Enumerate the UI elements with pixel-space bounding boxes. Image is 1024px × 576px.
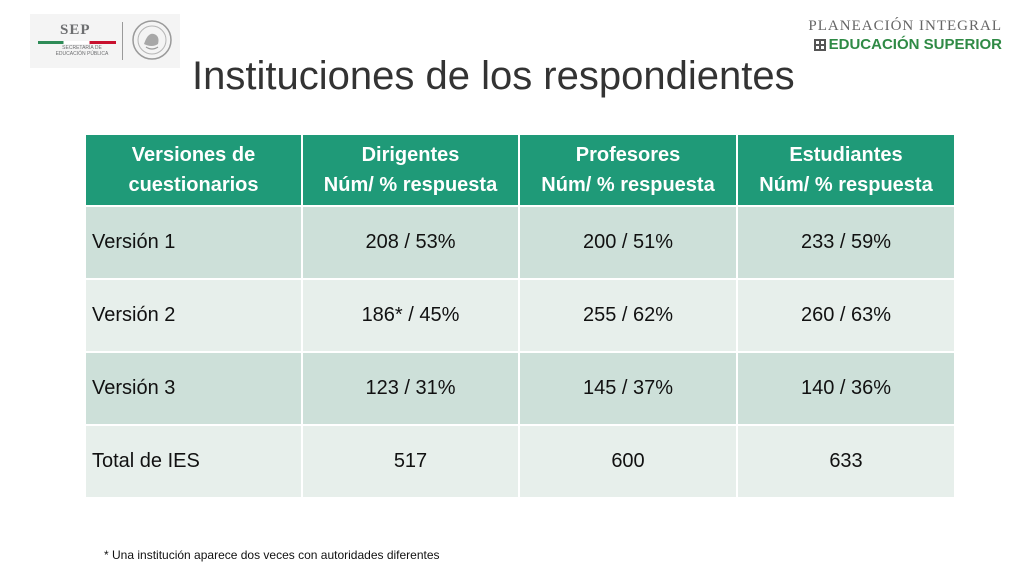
table-header-row: Versiones de cuestionarios Dirigentes Nú…: [84, 133, 956, 207]
slide-title: Instituciones de los respondientes: [192, 54, 795, 98]
table-cell-estudiantes: 260 / 63%: [736, 278, 956, 353]
column-header-profesores: Profesores Núm/ % respuesta: [518, 133, 738, 207]
column-header-versions: Versiones de cuestionarios: [84, 133, 303, 207]
table-cell-version: Versión 2: [84, 278, 303, 353]
column-header-line1: Versiones de: [131, 144, 256, 166]
table-cell-dirigentes: 123 / 31%: [301, 351, 520, 426]
column-header-line2: cuestionarios: [128, 174, 259, 196]
sep-logo: SEP SECRETARÍA DE EDUCACIÓN PÚBLICA: [30, 14, 180, 68]
sep-logo-subtitle: SECRETARÍA DE EDUCACIÓN PÚBLICA: [48, 45, 116, 57]
sep-subtitle-line1: SECRETARÍA DE: [62, 45, 102, 51]
planeacion-logo-line1: PLANEACIÓN INTEGRAL: [808, 18, 1002, 34]
sep-logo-divider: [122, 22, 123, 60]
table-cell-profesores: 200 / 51%: [518, 205, 738, 280]
column-header-line2: Núm/ % respuesta: [323, 174, 498, 196]
column-header-dirigentes: Dirigentes Núm/ % respuesta: [301, 133, 520, 207]
column-header-line2: Núm/ % respuesta: [759, 174, 933, 196]
table-row-total: Total de IES 517 600 633: [84, 424, 956, 499]
table-cell-dirigentes: 186* / 45%: [301, 278, 520, 353]
table-row: Versión 2 186* / 45% 255 / 62% 260 / 63%: [84, 278, 956, 353]
table-cell-estudiantes: 140 / 36%: [736, 351, 956, 426]
column-header-estudiantes: Estudiantes Núm/ % respuesta: [736, 133, 956, 207]
column-header-line1: Estudiantes: [789, 144, 903, 166]
table-cell-dirigentes: 208 / 53%: [301, 205, 520, 280]
mexico-seal-icon: [132, 20, 172, 60]
table-row: Versión 1 208 / 53% 200 / 51% 233 / 59%: [84, 205, 956, 280]
table-cell-estudiantes: 233 / 59%: [736, 205, 956, 280]
sep-logo-text: SEP: [60, 22, 91, 38]
table-cell-profesores: 255 / 62%: [518, 278, 738, 353]
table-cell-version: Versión 3: [84, 351, 303, 426]
column-header-line2: Núm/ % respuesta: [541, 174, 715, 196]
sep-flag-stripe: [38, 41, 116, 44]
table-cell-estudiantes: 633: [736, 424, 956, 499]
table-cell-profesores: 600: [518, 424, 738, 499]
planeacion-logo-line2-wrapper: EDUCACIÓN SUPERIOR: [813, 36, 1002, 53]
table-cell-version: Total de IES: [84, 424, 303, 499]
table-cell-version: Versión 1: [84, 205, 303, 280]
responses-table: Versiones de cuestionarios Dirigentes Nú…: [84, 133, 956, 499]
column-header-line1: Profesores: [575, 144, 681, 166]
column-header-line1: Dirigentes: [361, 144, 460, 166]
sep-subtitle-line2: EDUCACIÓN PÚBLICA: [55, 51, 109, 57]
footnote: * Una institución aparece dos veces con …: [104, 548, 440, 562]
table-row: Versión 3 123 / 31% 145 / 37% 140 / 36%: [84, 351, 956, 426]
planeacion-logo-line2: EDUCACIÓN SUPERIOR: [828, 36, 1002, 53]
table-cell-profesores: 145 / 37%: [518, 351, 738, 426]
planeacion-logo-icon: [813, 38, 826, 51]
table-cell-dirigentes: 517: [301, 424, 520, 499]
